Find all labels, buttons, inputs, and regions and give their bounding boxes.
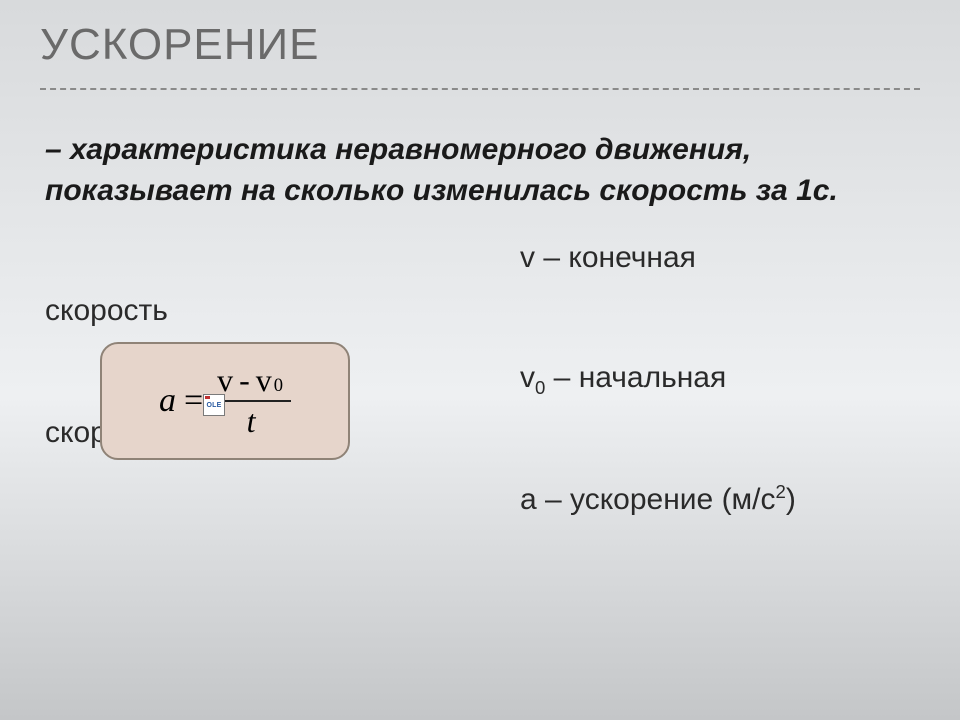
formula-eq: = xyxy=(184,382,203,420)
txt-v-final: – конечная xyxy=(535,241,696,274)
formula-box: a = v - v 0 t OLE xyxy=(100,342,350,460)
row-v-final: v – конечная xyxy=(40,235,920,280)
row-a: а – ускорение (м/с2) xyxy=(40,477,920,522)
txt-a: – ускорение (м/с xyxy=(537,483,776,516)
txt-a-tail: ) xyxy=(786,483,796,516)
sym-v: v xyxy=(520,241,535,274)
txt-speed-1: скорость xyxy=(45,294,168,327)
definition-text: – характеристика неравномерного движения… xyxy=(40,130,920,211)
txt-v0: – начальная xyxy=(545,361,726,394)
row-v-final-left: скорость xyxy=(40,288,920,333)
sym-v0: v xyxy=(520,361,535,394)
sym-v0-sub: 0 xyxy=(535,377,545,398)
formula-lhs: a xyxy=(159,382,176,420)
num-v0-sub: 0 xyxy=(274,376,285,395)
slide-title: УСКОРЕНИЕ xyxy=(40,20,920,70)
sym-a: а xyxy=(520,483,537,516)
formula: a = v - v 0 t xyxy=(159,364,291,438)
num-v0: v xyxy=(256,364,274,398)
sym-a-sup: 2 xyxy=(776,481,786,502)
num-v: v xyxy=(217,364,235,398)
title-divider xyxy=(40,88,920,90)
num-minus: - xyxy=(235,364,256,398)
ole-placeholder-icon: OLE xyxy=(203,394,225,416)
formula-denominator: t xyxy=(247,402,256,439)
